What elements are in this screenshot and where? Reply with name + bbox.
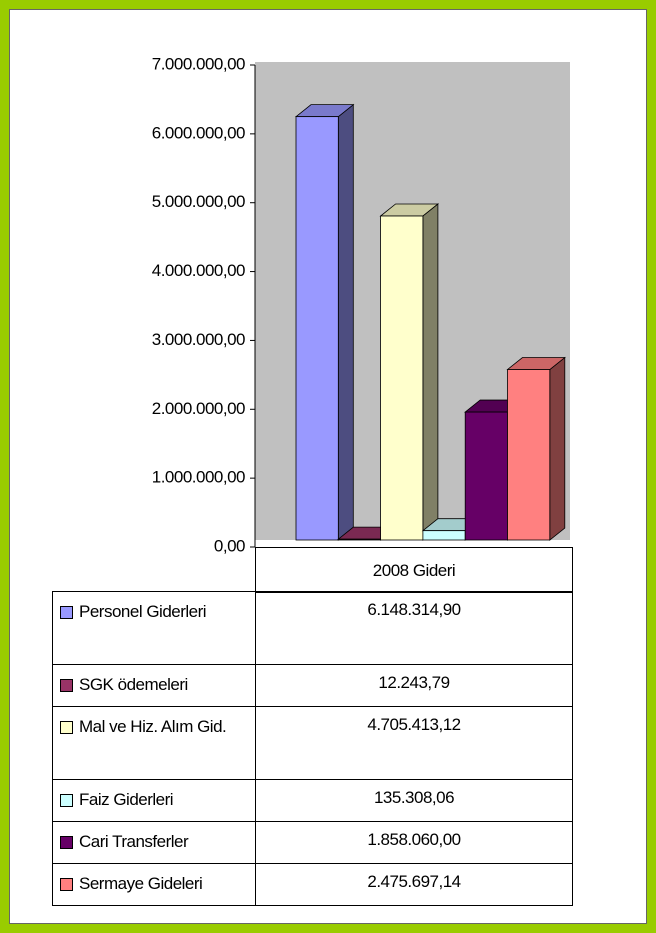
legend-label: Mal ve Hiz. Alım Gid. xyxy=(79,717,227,736)
value-label: 1.858.060,00 xyxy=(255,821,573,864)
value-label: 6.148.314,90 xyxy=(255,591,573,665)
legend-swatch xyxy=(60,878,73,891)
bar xyxy=(337,538,381,541)
y-tick-label: 6.000.000,00 xyxy=(152,123,245,142)
y-tick-label: 5.000.000,00 xyxy=(152,192,245,211)
legend-entry: SGK ödemeleri xyxy=(52,664,256,707)
legend-swatch xyxy=(60,721,73,734)
legend-entry: Sermaye Gideleri xyxy=(52,863,256,906)
legend-label: Sermaye Gideleri xyxy=(79,874,203,893)
legend-swatch xyxy=(60,606,73,619)
legend-label: Cari Transferler xyxy=(79,832,189,851)
bar-side xyxy=(422,203,439,541)
legend-swatch xyxy=(60,794,73,807)
legend-swatch xyxy=(60,679,73,692)
y-tick-label: 2.000.000,00 xyxy=(152,399,245,418)
value-label: 4.705.413,12 xyxy=(255,706,573,780)
bar xyxy=(380,215,424,541)
bar-side xyxy=(549,356,566,541)
legend-label: Personel Giderleri xyxy=(79,602,207,621)
bar-side xyxy=(337,103,354,541)
legend-entry: Mal ve Hiz. Alım Gid. xyxy=(52,706,256,780)
bar xyxy=(422,530,466,541)
legend-entry: Faiz Giderleri xyxy=(52,779,256,822)
bar xyxy=(464,411,508,541)
y-tick-label: 3.000.000,00 xyxy=(152,330,245,349)
legend-label: Faiz Giderleri xyxy=(79,790,174,809)
legend-entry: Personel Giderleri xyxy=(52,591,256,665)
y-tick-label: 4.000.000,00 xyxy=(152,261,245,280)
value-label: 2.475.697,14 xyxy=(255,863,573,906)
y-tick-label: 0,00 xyxy=(214,536,245,555)
value-label: 135.308,06 xyxy=(255,779,573,822)
value-label: 12.243,79 xyxy=(255,664,573,707)
y-tick-label: 1.000.000,00 xyxy=(152,468,245,487)
legend-label: SGK ödemeleri xyxy=(79,675,188,694)
bar xyxy=(295,116,339,541)
legend-swatch xyxy=(60,836,73,849)
y-tick-label: 7.000.000,00 xyxy=(152,54,245,73)
table-header: 2008 Gideri xyxy=(255,547,573,593)
legend-entry: Cari Transferler xyxy=(52,821,256,864)
bar xyxy=(507,369,551,541)
